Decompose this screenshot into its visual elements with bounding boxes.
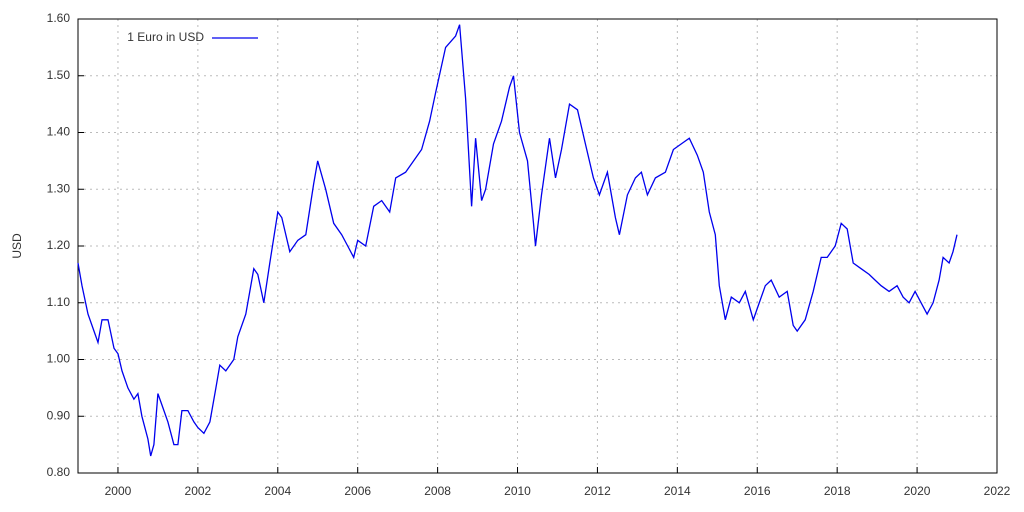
y-tick-label: 1.00	[47, 352, 71, 366]
plot-frame	[77, 18, 998, 474]
y-tick-label: 1.20	[47, 238, 71, 252]
x-tick-label: 2002	[185, 484, 212, 498]
x-tick-label: 2010	[504, 484, 531, 498]
data-line	[77, 24, 958, 457]
x-tick-label: 2012	[584, 484, 611, 498]
x-tick-label: 2004	[264, 484, 291, 498]
y-tick-label: 1.50	[47, 68, 71, 82]
x-tick-label: 2022	[984, 484, 1011, 498]
y-axis-label: USD	[10, 233, 24, 259]
y-tick-label: 1.60	[47, 11, 71, 25]
legend-label: 1 Euro in USD	[127, 30, 204, 44]
x-tick-label: 2006	[344, 484, 371, 498]
x-tick-label: 2000	[105, 484, 132, 498]
x-tick-label: 2016	[744, 484, 771, 498]
y-tick-label: 1.10	[47, 295, 71, 309]
x-tick-label: 2020	[904, 484, 931, 498]
x-tick-label: 2008	[424, 484, 451, 498]
y-tick-label: 1.30	[47, 181, 71, 195]
y-tick-label: 1.40	[47, 125, 71, 139]
x-tick-label: 2018	[824, 484, 851, 498]
x-tick-label: 2014	[664, 484, 691, 498]
y-tick-label: 0.90	[47, 408, 71, 422]
y-tick-label: 0.80	[47, 465, 71, 479]
